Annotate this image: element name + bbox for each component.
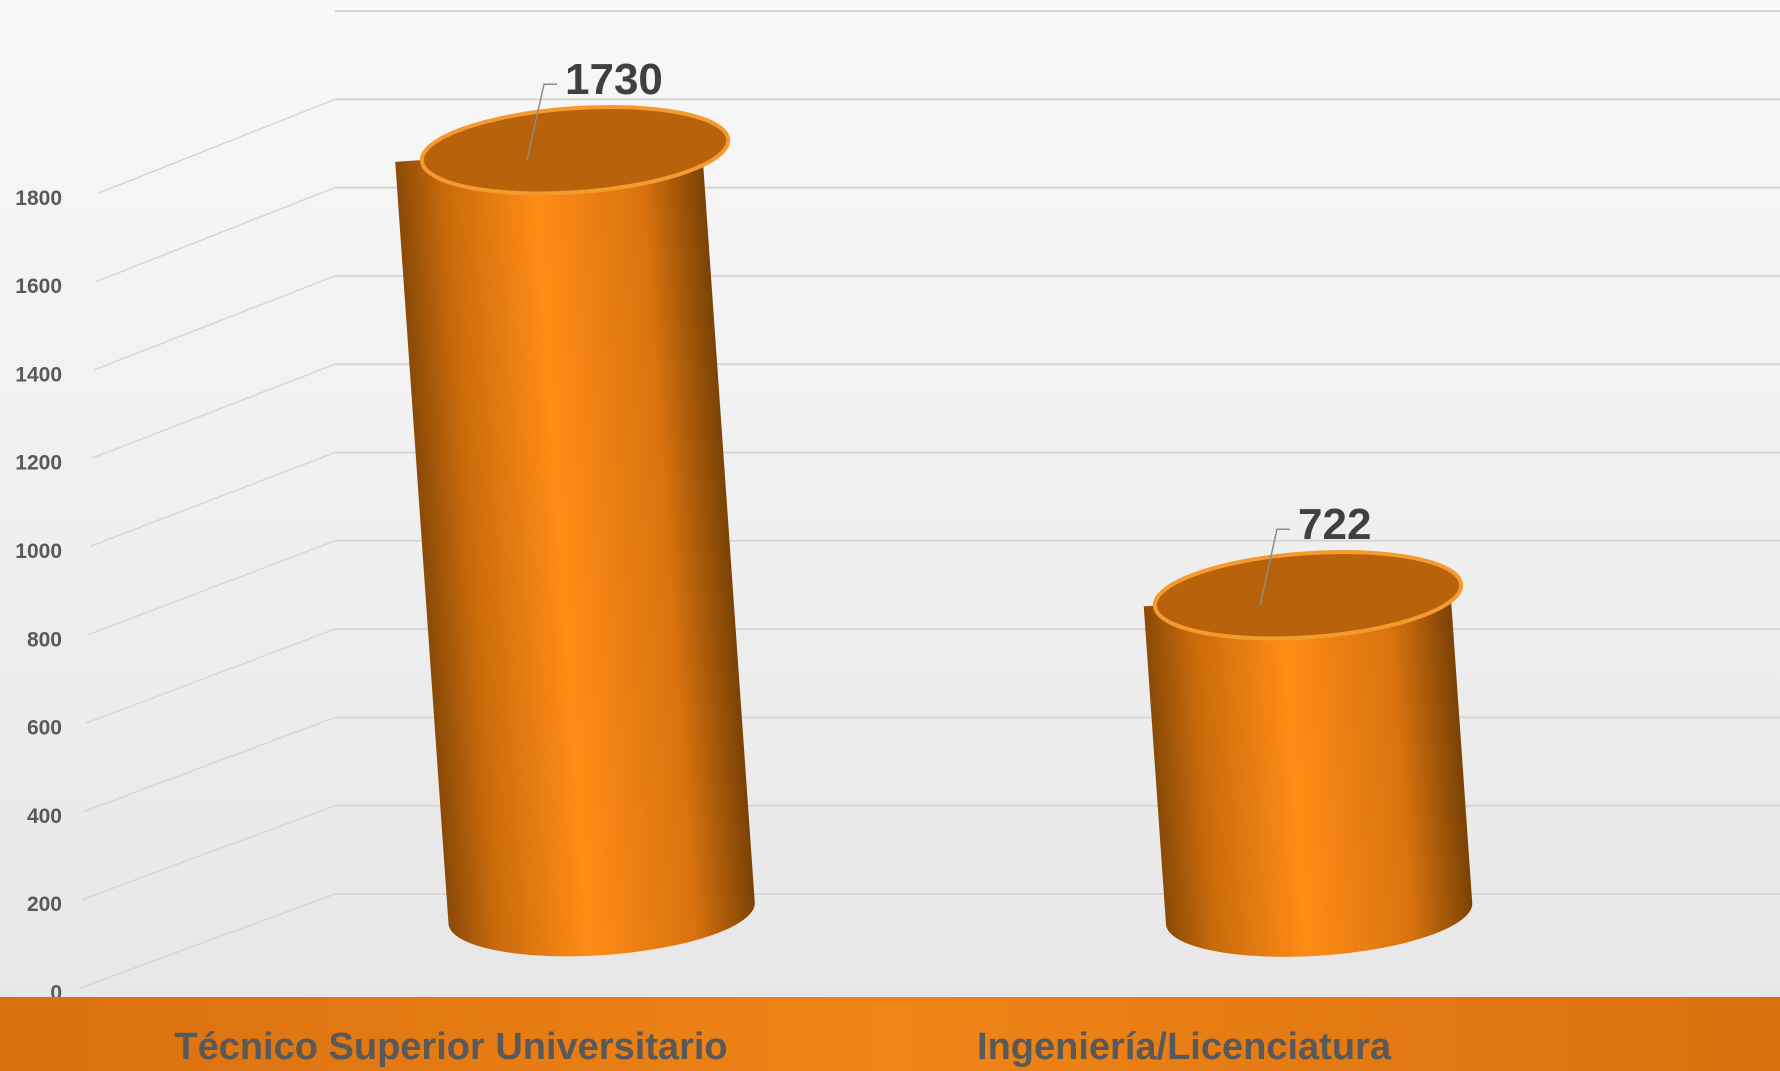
x-tick-label: Técnico Superior Universitario	[174, 1026, 727, 1068]
y-tick-label: 1800	[15, 187, 62, 210]
grid-line	[95, 186, 336, 283]
cylinder	[1143, 549, 1473, 957]
grid-line	[79, 893, 336, 989]
y-tick-label: 0	[50, 982, 62, 1005]
leader-line	[526, 83, 557, 161]
cylinder-top	[1152, 549, 1464, 641]
grid-line	[97, 98, 336, 194]
y-tick-label: 1000	[15, 540, 62, 563]
y-tick-label: 400	[27, 805, 62, 828]
grid-line	[91, 363, 336, 459]
y-tick-label: 1600	[15, 275, 62, 298]
grid-line	[87, 540, 336, 636]
cylinder-top	[419, 104, 731, 196]
leader-line	[1259, 528, 1290, 606]
cylinder	[395, 104, 755, 957]
category-band	[0, 997, 1780, 1071]
y-tick-label: 800	[27, 628, 62, 651]
grid-line	[85, 628, 336, 724]
marks: Técnico Superior Universitario 1730 Ingeni…	[174, 55, 1473, 1068]
y-tick-label: 600	[27, 717, 62, 740]
cylinder-body	[1143, 584, 1473, 957]
data-label: 722	[1298, 500, 1371, 549]
grid-line	[81, 804, 336, 901]
x-tick-label: Ingeniería/Licenciatura	[977, 1026, 1392, 1068]
y-tick-label: 1400	[15, 363, 62, 386]
cylinder-body	[395, 140, 755, 957]
data-label: 1730	[565, 55, 663, 104]
grid-line	[89, 451, 336, 548]
grid-line	[83, 716, 336, 813]
y-tick-label: 200	[27, 893, 62, 916]
grid-line	[93, 275, 336, 371]
y-tick-label: 1200	[15, 452, 62, 475]
